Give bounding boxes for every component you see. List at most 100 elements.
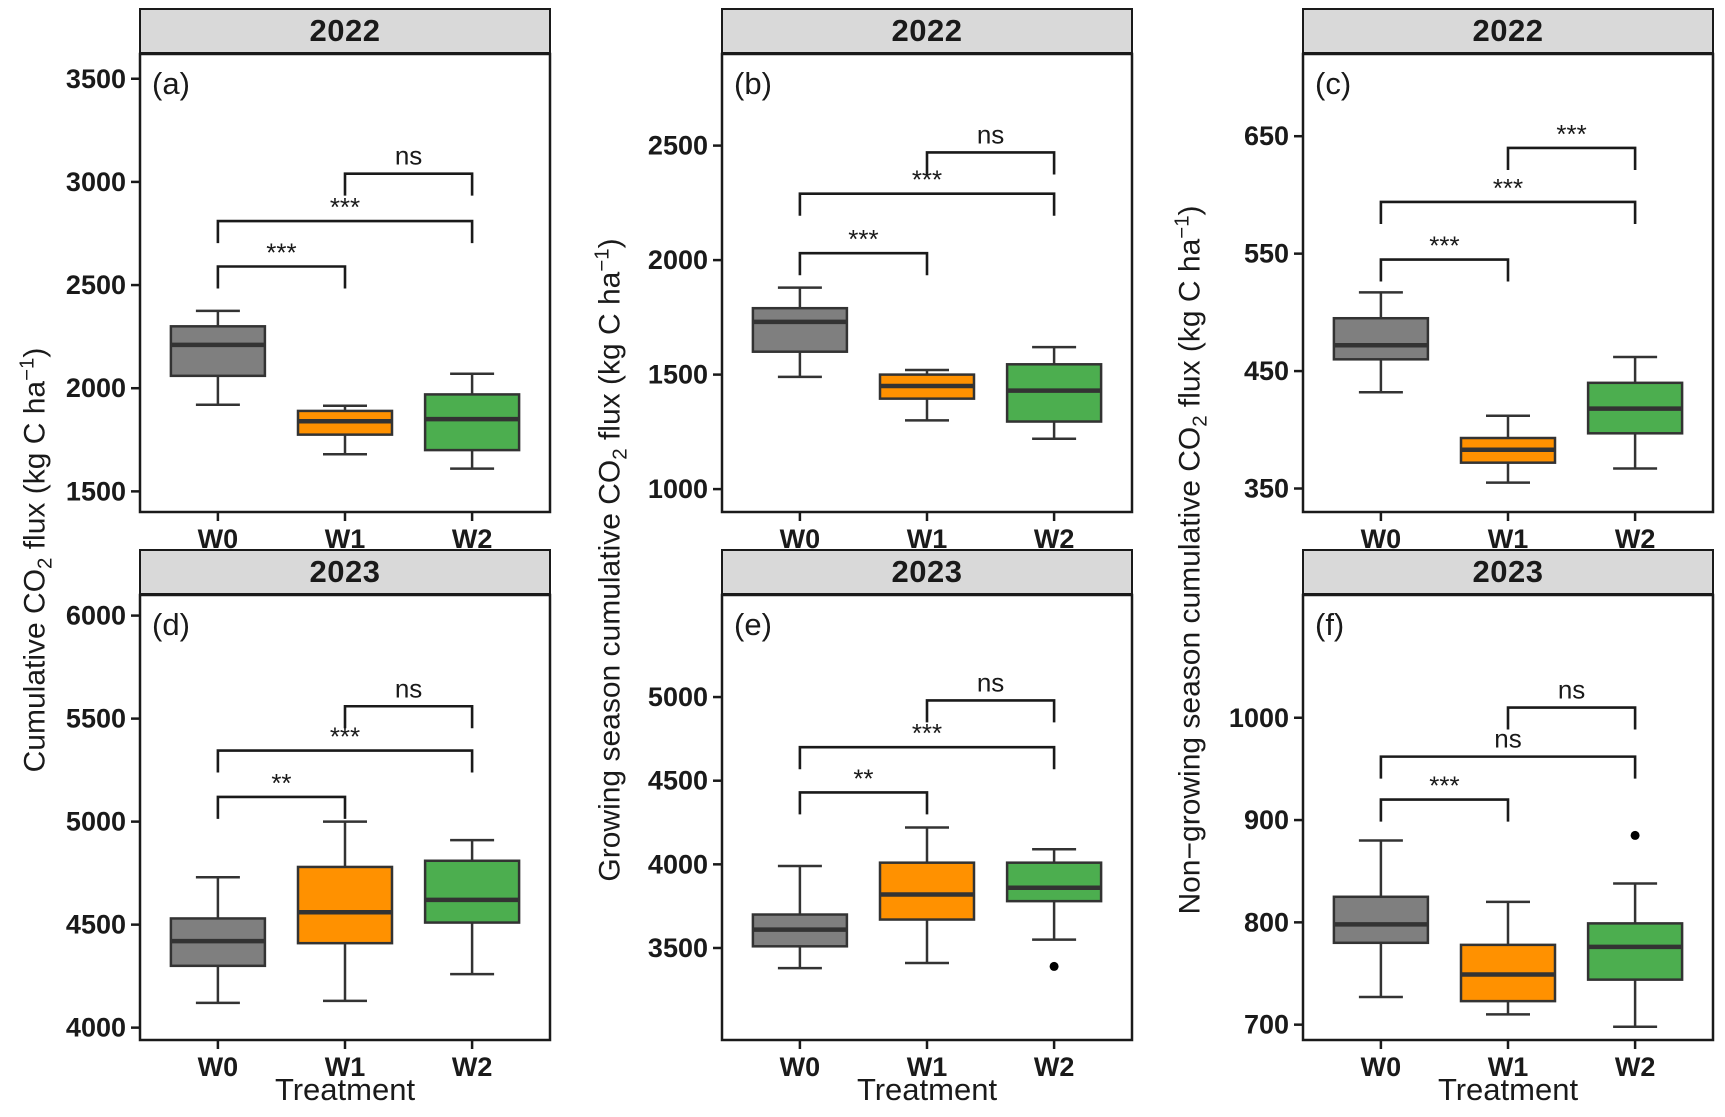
- y-tick-label: 4000: [66, 1013, 126, 1043]
- x-tick-label: W2: [1034, 524, 1075, 554]
- y-axis-title-col1: Cumulative CO2 flux (kg C ha−1): [17, 348, 58, 773]
- y-tick-label: 5500: [66, 704, 126, 734]
- y-tick-label: 6000: [66, 601, 126, 631]
- y-tick-label: 450: [1244, 356, 1289, 386]
- x-tick-label: W2: [1615, 1052, 1656, 1082]
- x-tick-label: W0: [198, 1052, 239, 1082]
- significance-bracket: [798, 192, 1056, 216]
- strip-panel-a: 2022: [139, 8, 551, 54]
- x-axis-title-col3: Treatment: [1437, 1072, 1579, 1107]
- iqr-box: [1005, 363, 1103, 423]
- iqr-box: [423, 859, 521, 924]
- strip-label: 2023: [1472, 554, 1544, 589]
- y-axis-title-segment: −1: [16, 357, 39, 381]
- y-tick-label: 3500: [648, 933, 708, 963]
- boxplot-W2: [1586, 355, 1684, 470]
- x-tick-label: W0: [780, 524, 821, 554]
- y-tick-label: 700: [1244, 1010, 1289, 1040]
- panel-letter-a: (a): [152, 66, 190, 101]
- iqr-box: [169, 325, 267, 378]
- x-tick-label: W2: [1034, 1052, 1075, 1082]
- significance-label: **: [271, 768, 291, 798]
- y-axis-title-segment: ): [593, 238, 627, 249]
- significance-bracket: [216, 749, 474, 773]
- x-tick-label: W0: [780, 1052, 821, 1082]
- significance-bracket: [216, 265, 347, 289]
- significance-bracket: [925, 699, 1056, 723]
- x-tick-label: W1: [907, 524, 948, 554]
- x-tick-label: W2: [452, 1052, 493, 1082]
- outlier-point: [1049, 961, 1059, 971]
- y-tick-label: 1500: [66, 476, 126, 506]
- plot-border: [720, 52, 1134, 514]
- boxplot-W0: [169, 309, 267, 406]
- boxplot-W2: [1005, 848, 1103, 971]
- y-axis-title-segment: 2: [34, 557, 57, 569]
- panel-letter-b: (b): [734, 66, 772, 101]
- x-tick-label: W1: [325, 524, 366, 554]
- y-tick-label: 3500: [66, 64, 126, 94]
- y-tick-label: 3000: [66, 167, 126, 197]
- y-tick-label: 350: [1244, 474, 1289, 504]
- outlier-point: [1630, 830, 1640, 840]
- boxplot-W1: [296, 820, 394, 1003]
- y-axis-title-segment: Cumulative CO: [18, 568, 52, 773]
- strip-label: 2023: [891, 554, 963, 589]
- boxplot-W0: [751, 864, 849, 970]
- significance-label: ***: [1556, 119, 1586, 149]
- strip-label: 2022: [309, 13, 381, 48]
- significance-label: ***: [330, 192, 360, 222]
- x-tick-label: W2: [452, 524, 493, 554]
- y-tick-label: 4500: [648, 766, 708, 796]
- y-tick-label: 800: [1244, 907, 1289, 937]
- y-axis-title-segment: flux (kg C ha: [593, 271, 627, 449]
- significance-label: ns: [977, 119, 1004, 149]
- y-tick-label: 1500: [648, 360, 708, 390]
- strip-panel-b: 2022: [721, 8, 1133, 54]
- plot-border: [720, 593, 1134, 1042]
- x-tick-label: W1: [1488, 1052, 1529, 1082]
- y-axis-title-segment: ): [18, 347, 52, 358]
- iqr-box: [751, 306, 849, 353]
- y-tick-label: 550: [1244, 239, 1289, 269]
- significance-bracket: [1379, 755, 1637, 779]
- y-axis-title-segment: Non−growing season cumulative CO: [1173, 426, 1207, 915]
- x-axis-title-col2: Treatment: [856, 1072, 998, 1107]
- significance-bracket: [1379, 798, 1510, 822]
- y-tick-label: 2500: [66, 270, 126, 300]
- boxplot-W0: [1332, 291, 1430, 394]
- y-tick-label: 2000: [66, 373, 126, 403]
- significance-label: ***: [912, 718, 942, 748]
- x-tick-label: W2: [1615, 524, 1656, 554]
- boxplot-W1: [878, 826, 976, 965]
- x-tick-label: W1: [907, 1052, 948, 1082]
- panel-letter-c: (c): [1315, 66, 1352, 101]
- boxplot-W2: [1005, 345, 1103, 440]
- y-axis-title-segment: ): [1173, 205, 1207, 216]
- significance-label: ***: [1429, 231, 1459, 261]
- x-axis-title-col1: Treatment: [274, 1072, 416, 1107]
- significance-bracket: [216, 219, 474, 244]
- panel-a-plot: 1500 2000 2500 3000 3500 W0 W1 W2 *** *** ns: [66, 52, 552, 554]
- strip-panel-c: 2022: [1302, 8, 1714, 54]
- boxplot-W1: [1459, 414, 1557, 484]
- significance-label: ***: [1429, 771, 1459, 801]
- y-tick-label: 2000: [648, 245, 708, 275]
- y-axis-title-col2: Growing season cumulative CO2 flux (kg C…: [592, 238, 633, 881]
- significance-label: ns: [977, 667, 1004, 697]
- boxplot-W0: [1332, 839, 1430, 999]
- significance-bracket: [798, 251, 929, 276]
- y-axis-title-segment: flux (kg C ha: [1173, 238, 1207, 416]
- iqr-box: [296, 865, 394, 945]
- x-tick-label: W1: [1488, 524, 1529, 554]
- boxplot-W0: [751, 286, 849, 379]
- y-axis-title-col3: Non−growing season cumulative CO2 flux (…: [1172, 205, 1213, 914]
- panel-letter-e: (e): [734, 607, 772, 642]
- panel-c-plot: 350 450 550 650 W0 W1 W2 *** *** ***: [1244, 52, 1715, 554]
- significance-bracket: [343, 704, 474, 729]
- significance-bracket: [1379, 258, 1510, 282]
- x-tick-label: W0: [1361, 524, 1402, 554]
